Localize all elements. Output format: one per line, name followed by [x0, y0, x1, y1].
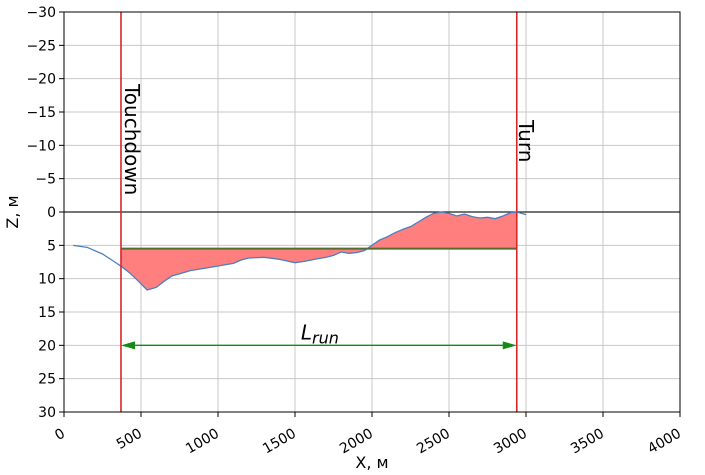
lrun-arrow-right-head: [502, 341, 517, 350]
lrun-arrow-left-head: [120, 341, 135, 350]
y-tick-label: 5: [47, 238, 56, 254]
y-tick-label: −15: [26, 105, 56, 121]
y-tick-label: 15: [38, 305, 56, 321]
x-tick-label: 4000: [645, 426, 684, 458]
y-tick-label: −30: [26, 5, 56, 21]
y-tick-label: −5: [35, 172, 56, 188]
x-tick-label: 2500: [414, 426, 453, 458]
y-tick-label: 20: [38, 338, 56, 354]
x-tick-label: 3000: [491, 426, 530, 458]
y-tick-label: −10: [26, 138, 56, 154]
x-axis-label: X, м: [355, 453, 388, 472]
y-tick-label: 10: [38, 272, 56, 288]
deviation-area: [120, 212, 517, 290]
y-axis-label: Z, м: [3, 195, 22, 228]
fill-areas: [120, 212, 517, 290]
y-tick-label: 0: [47, 205, 56, 221]
x-tick-label: 0: [52, 426, 68, 444]
y-tick-label: 30: [38, 405, 56, 421]
tick-labels: 0 500 1000 1500 2000 2500 3000 3500 4000−30−25−2…: [26, 5, 684, 457]
turn-label: Turn: [514, 119, 538, 162]
x-tick-label: 500: [114, 426, 145, 453]
y-tick-label: 25: [38, 372, 56, 388]
annotations: Touchdown Turn Lrun: [120, 83, 538, 350]
x-tick-label: 1500: [260, 426, 299, 458]
y-tick-label: −20: [26, 72, 56, 88]
touchdown-label: Touchdown: [120, 83, 144, 195]
x-tick-label: 3500: [568, 426, 607, 458]
x-tick-label: 1000: [183, 426, 222, 458]
y-tick-label: −25: [26, 38, 56, 54]
profile-line: [73, 211, 527, 291]
lrun-label: Lrun: [301, 320, 339, 347]
